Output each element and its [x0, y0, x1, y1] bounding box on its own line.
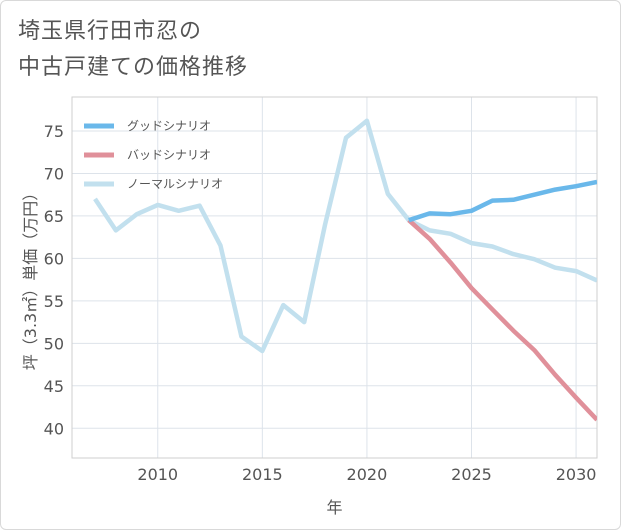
legend-label: グッドシナリオ: [127, 119, 211, 133]
series-line-1: [408, 179, 597, 223]
y-tick-label: 40: [44, 419, 64, 438]
series-line-3: [93, 118, 597, 354]
y-axis-title: 坪（3.3㎡）単価（万円）: [21, 185, 40, 370]
x-tick-label: 2015: [242, 465, 283, 484]
plot-area-border: [71, 96, 598, 459]
legend-item: バッドシナリオ: [84, 148, 211, 162]
y-tick-label: 70: [44, 164, 64, 183]
axis-ticks: 40 45 50 55 60 65 70 75 2010 2015 2020 2025 2030: [44, 122, 597, 484]
chart-title-line-2: 中古戸建ての価格推移: [18, 55, 249, 80]
legend-label: バッドシナリオ: [127, 148, 211, 162]
legend-label: ノーマルシナリオ: [127, 177, 223, 191]
grid: [72, 97, 597, 458]
x-tick-label: 2030: [556, 465, 597, 484]
y-tick-label: 75: [44, 122, 64, 141]
x-tick-label: 2020: [347, 465, 388, 484]
x-tick-label: 2010: [137, 465, 178, 484]
legend-item: ノーマルシナリオ: [84, 177, 223, 191]
y-tick-label: 50: [44, 334, 64, 353]
chart-title: 埼玉県行田市忍の 中古戸建ての価格推移: [18, 14, 248, 86]
x-tick-label: 2025: [451, 465, 492, 484]
y-tick-label: 55: [44, 292, 64, 311]
legend-item: グッドシナリオ: [84, 119, 211, 133]
chart-title-line-1: 埼玉県行田市忍の: [18, 19, 203, 44]
y-tick-label: 45: [44, 377, 64, 396]
series-line-2: [407, 218, 597, 422]
x-axis-title: 年: [326, 498, 342, 517]
y-tick-label: 60: [44, 249, 64, 268]
y-tick-label: 65: [44, 207, 64, 226]
series-lines: [93, 118, 597, 422]
